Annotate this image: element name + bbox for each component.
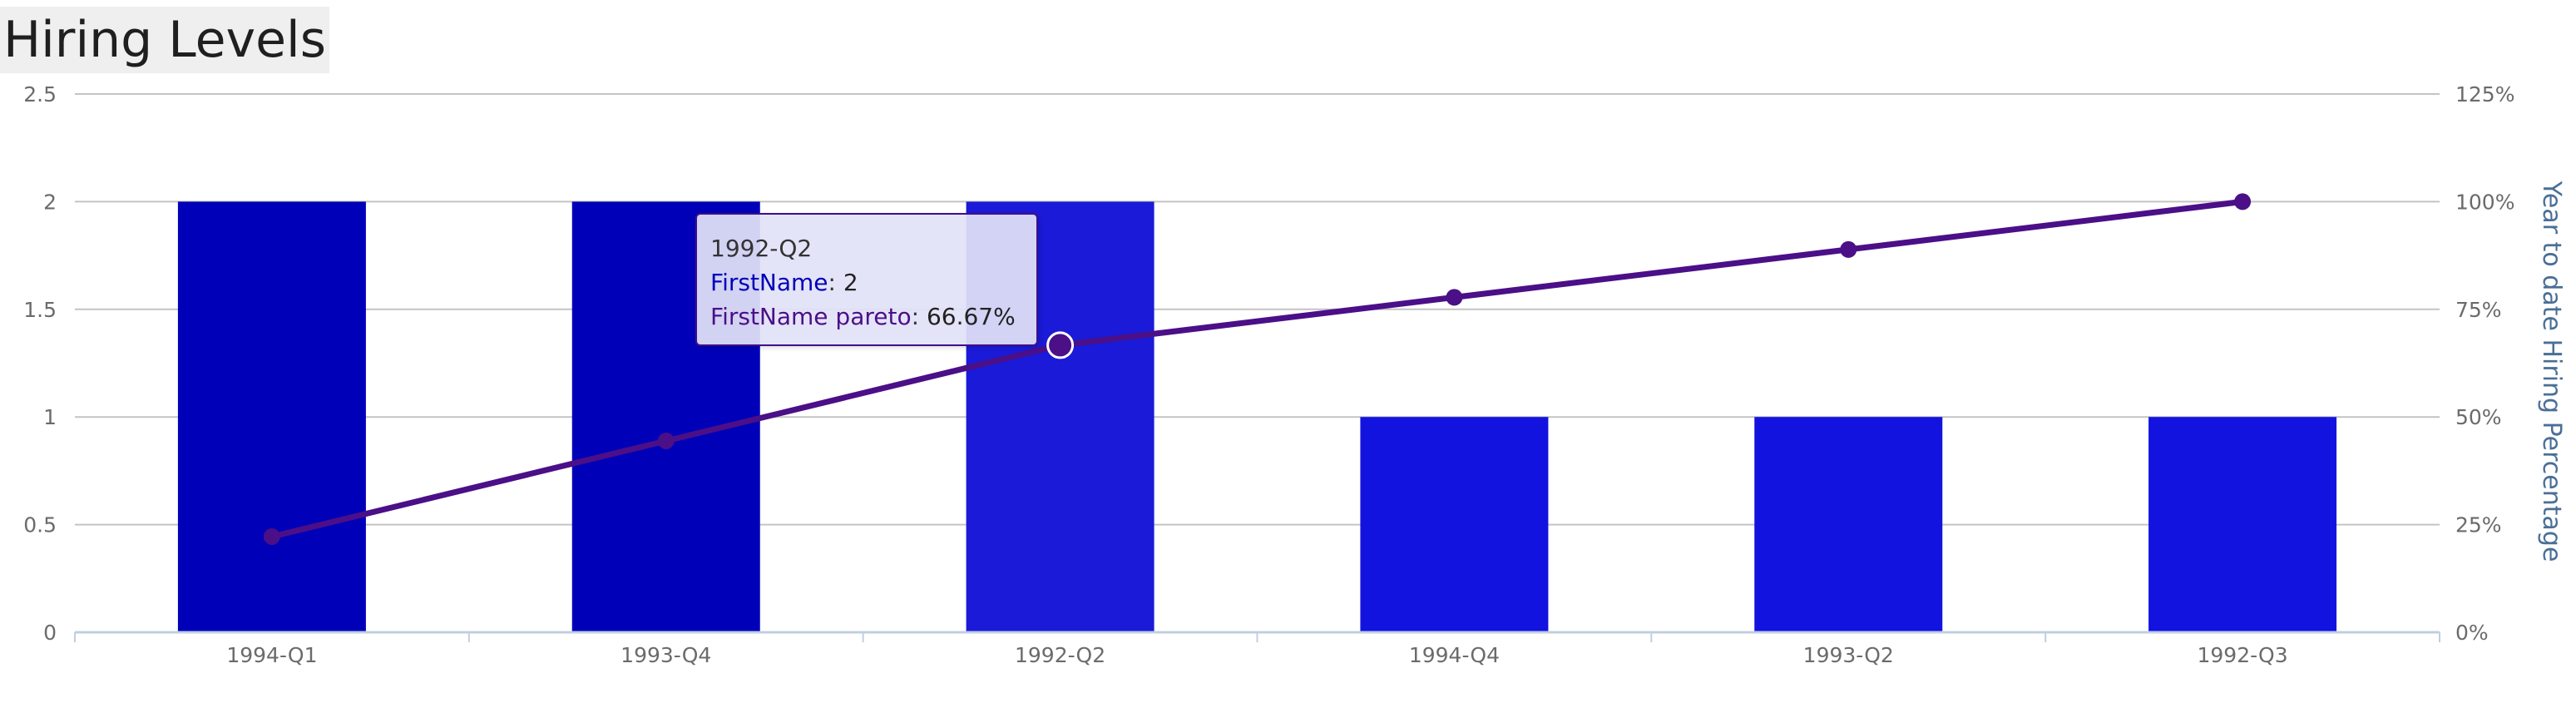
tooltip-series-name: FirstName pareto <box>710 303 912 330</box>
tooltip-series-name: FirstName <box>710 269 828 296</box>
y-left-tick-label: 2 <box>43 190 57 214</box>
y-right-tick-label: 25% <box>2455 513 2502 537</box>
tooltip-value: 2 <box>843 269 858 296</box>
pareto-line-series <box>263 193 2252 545</box>
y-left-tick-label: 0 <box>43 621 57 645</box>
tooltip-value: 66.67% <box>926 303 1016 330</box>
chart-title: Hiring Levels <box>0 7 329 73</box>
bar <box>2148 417 2337 632</box>
line-marker <box>657 432 675 449</box>
chart-tooltip: 1992-Q2 FirstName: 2 FirstName pareto: 6… <box>695 213 1038 346</box>
x-tick-label: 1992-Q3 <box>2198 643 2288 667</box>
line-marker-hover <box>1046 331 1075 359</box>
tooltip-row-line: FirstName pareto: 66.67% <box>710 303 1016 330</box>
gridlines <box>75 93 2440 526</box>
y-left-tick-label: 2.5 <box>23 82 57 106</box>
tooltip-row-bar: FirstName: 2 <box>710 269 858 296</box>
y-right-tick-label: 100% <box>2455 190 2514 214</box>
x-tick-label: 1994-Q4 <box>1409 643 1500 667</box>
tooltip-category: 1992-Q2 <box>710 235 813 262</box>
x-tick-label: 1992-Q2 <box>1015 643 1105 667</box>
y-right-tick-label: 0% <box>2455 621 2489 645</box>
bar <box>1360 417 1549 632</box>
y-left-tick-label: 1 <box>43 405 57 429</box>
bar-series <box>177 201 2337 632</box>
x-tick-label: 1993-Q4 <box>621 643 711 667</box>
y-right-tick-label: 125% <box>2455 82 2514 106</box>
axis-labels: 0 0.5 1 1.5 2 2.5 0% 25% 50% 75% 100% 125% 1994-Q1 19… <box>23 82 2566 667</box>
line-marker <box>263 527 280 545</box>
x-tick-label: 1994-Q1 <box>226 643 317 667</box>
x-tick-label: 1993-Q2 <box>1803 643 1894 667</box>
axes <box>74 631 2440 642</box>
y-right-axis-title: Year to date Hiring Percentage <box>2537 181 2566 562</box>
bar <box>1754 417 1943 632</box>
line-marker <box>1840 240 1857 258</box>
line-marker <box>2234 193 2252 210</box>
bar <box>177 201 366 632</box>
y-right-tick-label: 75% <box>2455 298 2502 322</box>
line-marker <box>1446 289 1463 306</box>
y-right-tick-label: 50% <box>2455 405 2502 429</box>
y-left-tick-label: 0.5 <box>23 513 57 537</box>
pareto-line <box>271 198 2243 540</box>
y-left-tick-label: 1.5 <box>23 298 57 322</box>
